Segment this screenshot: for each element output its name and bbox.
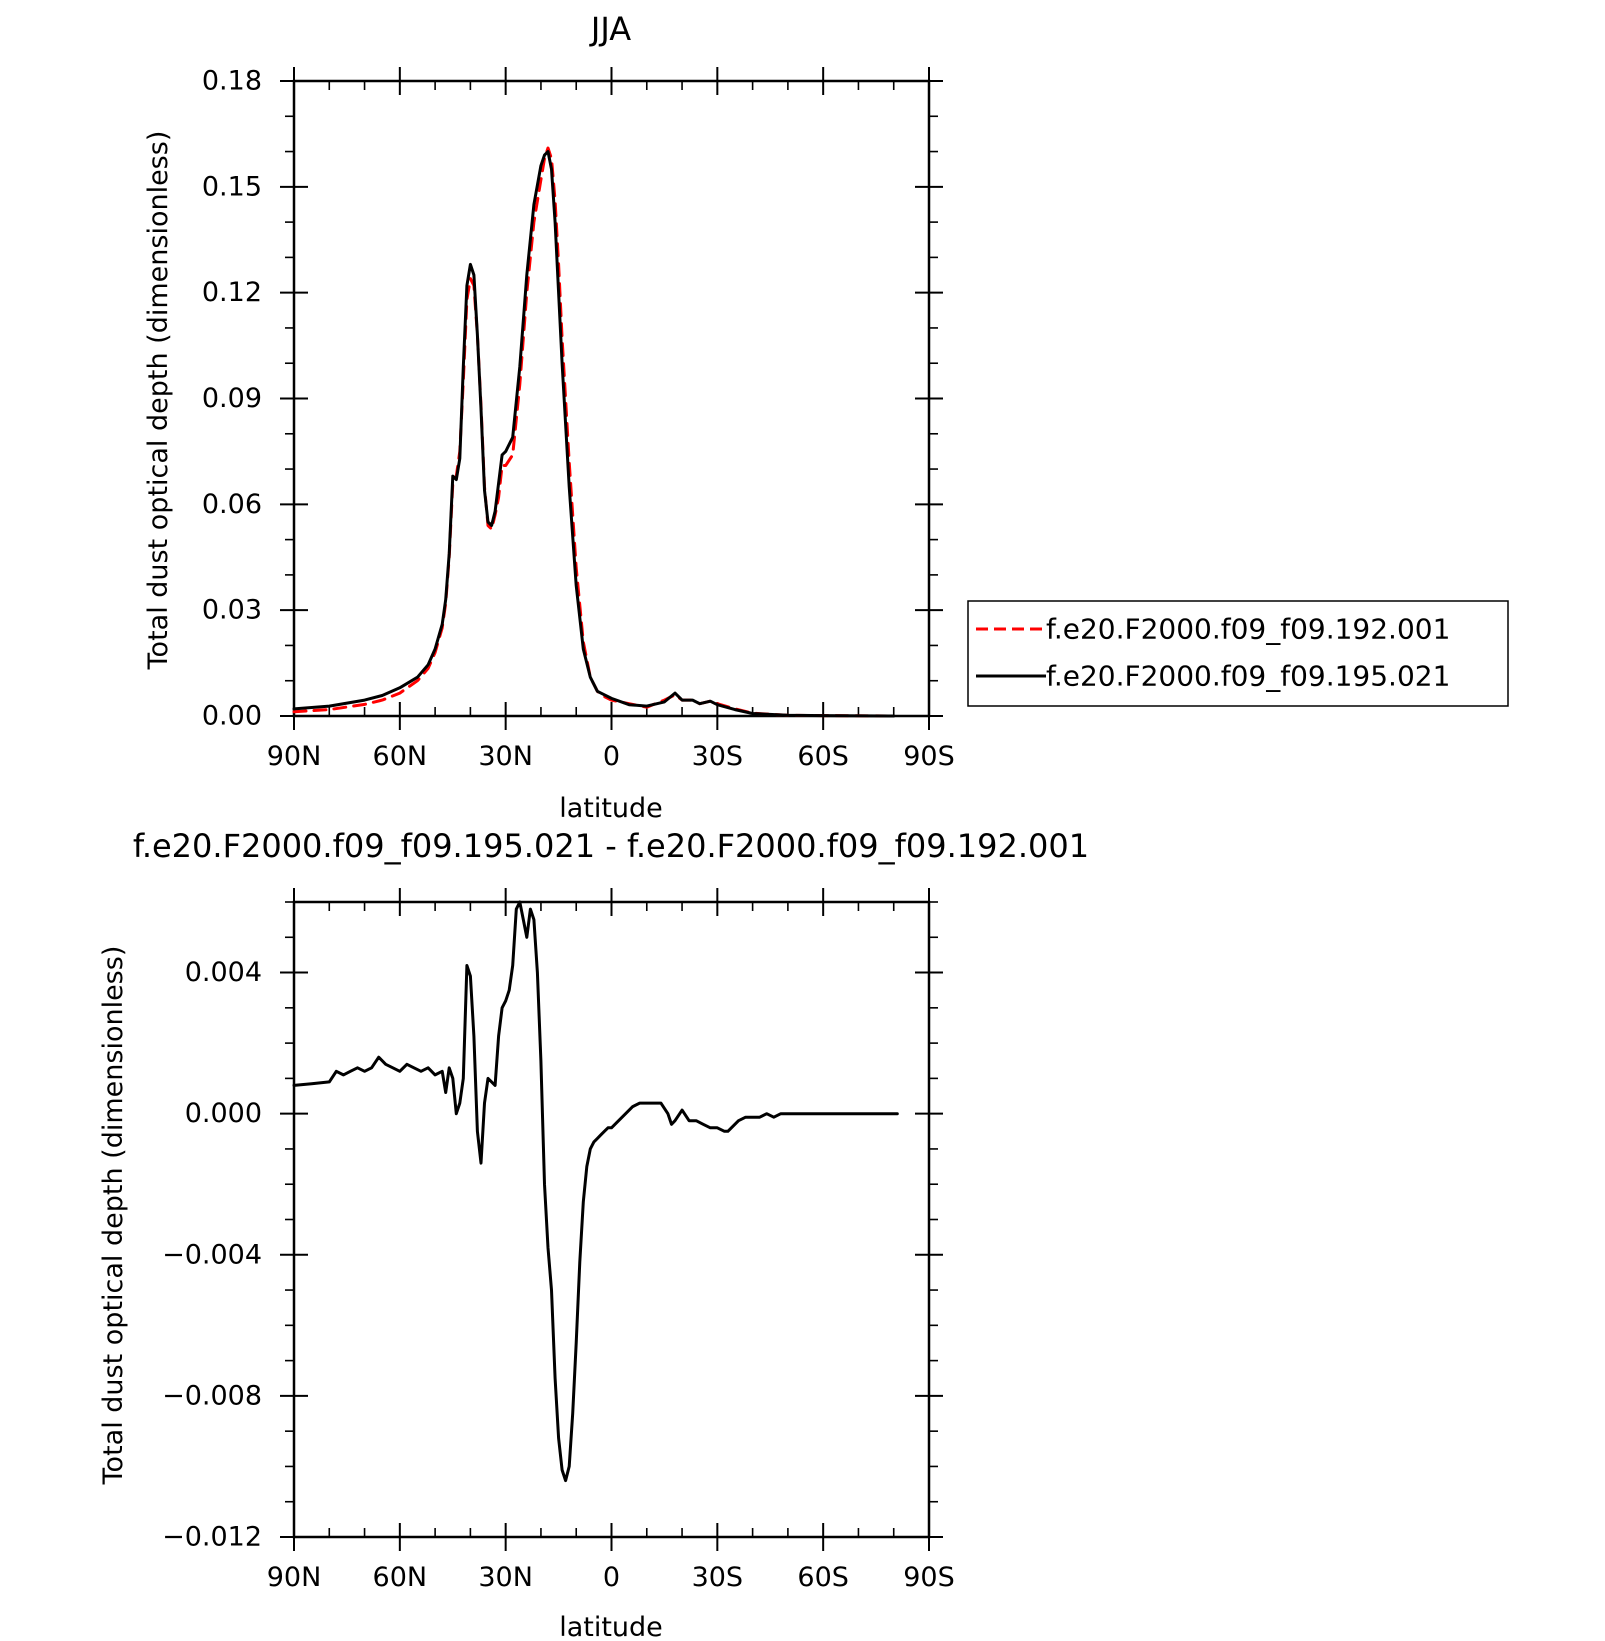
y-tick-label: 0.00	[202, 701, 262, 732]
x-tick-label: 30N	[478, 1562, 533, 1593]
chart-top-xlabel: latitude	[559, 793, 663, 824]
y-tick-label: 0.03	[202, 595, 262, 626]
y-tick-label: 0.09	[202, 383, 262, 414]
x-tick-label: 60N	[373, 1562, 428, 1593]
y-tick-label: 0.18	[202, 66, 262, 97]
legend-label-2: f.e20.F2000.f09_f09.195.021	[1046, 660, 1450, 693]
x-tick-label: 60N	[373, 741, 428, 772]
plot-frame	[292, 900, 931, 1539]
series-line-2	[292, 150, 896, 718]
x-tick-label: 90S	[903, 741, 955, 772]
chart-top-ylabel: Total dust optical depth (dimensionless)	[143, 131, 174, 671]
y-tick-label: 0.004	[185, 957, 262, 988]
legend-label-1: f.e20.F2000.f09_f09.192.001	[1046, 613, 1450, 646]
y-tick-label: −0.004	[162, 1239, 262, 1270]
legend-box	[967, 600, 1509, 707]
chart-top-series	[292, 146, 896, 718]
x-tick-label: 90S	[903, 1562, 955, 1593]
chart-bottom-axes: 90N 60N 30N 0 30S 60S 90S −0.012 −0.008 −0.004 0.0…	[162, 888, 955, 1593]
series-line-1	[292, 900, 899, 1483]
y-tick-label: 0.06	[202, 489, 262, 520]
y-tick-label: 0.15	[202, 171, 262, 202]
x-tick-label: 30S	[692, 741, 744, 772]
y-tick-label: −0.008	[162, 1380, 262, 1411]
y-tick-label: −0.012	[162, 1522, 262, 1553]
plot-frame	[292, 79, 931, 718]
x-tick-label: 90N	[267, 741, 322, 772]
x-tick-label: 90N	[267, 1562, 322, 1593]
chart-bottom-ylabel: Total dust optical depth (dimensionless)	[98, 946, 129, 1486]
x-tick-label: 30S	[692, 1562, 744, 1593]
chart-top-legend: f.e20.F2000.f09_f09.192.001 f.e20.F2000.f…	[967, 600, 1509, 707]
y-tick-label: 0.12	[202, 277, 262, 308]
chart-bottom-series	[292, 900, 899, 1483]
series-line-1	[292, 146, 896, 718]
chart-bottom-xlabel: latitude	[559, 1612, 663, 1641]
x-tick-label: 0	[603, 1562, 620, 1593]
chart-top: JJA 90N 60N 30N 0 30S 60S 90S 0.00 0.03 0.06 0.09 0…	[143, 10, 1509, 824]
y-tick-label: 0.000	[185, 1098, 262, 1129]
chart-top-title: JJA	[589, 10, 631, 48]
x-tick-label: 30N	[478, 741, 533, 772]
chart-top-axes: 90N 60N 30N 0 30S 60S 90S 0.00 0.03 0.06 0.09 0.12 0…	[202, 66, 955, 773]
x-tick-label: 0	[603, 741, 620, 772]
x-tick-label: 60S	[797, 741, 849, 772]
chart-bottom-title: f.e20.F2000.f09_f09.195.021 - f.e20.F200…	[133, 827, 1089, 865]
chart-bottom: f.e20.F2000.f09_f09.195.021 - f.e20.F200…	[98, 827, 1089, 1641]
x-tick-label: 60S	[797, 1562, 849, 1593]
